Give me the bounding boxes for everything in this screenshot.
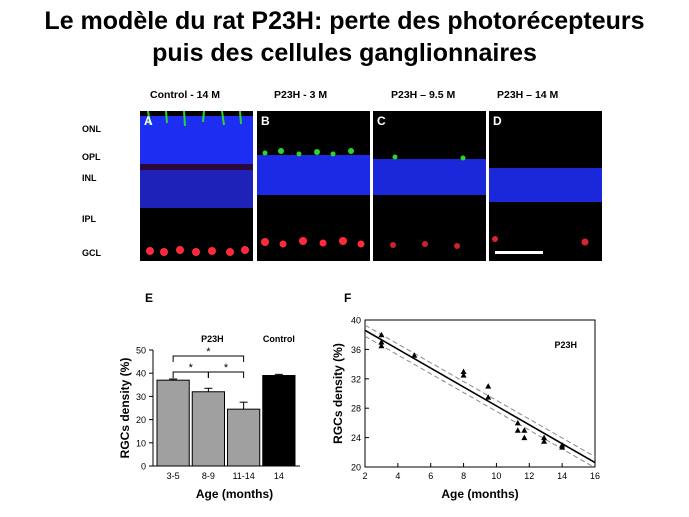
slide-title-line2: puis des cellules ganglionnaires bbox=[152, 39, 537, 67]
x-tick-label: 16 bbox=[590, 471, 600, 481]
data-point bbox=[514, 427, 521, 433]
layer-label-opl: OPL bbox=[82, 152, 101, 162]
layer-label-onl: ONL bbox=[82, 124, 101, 134]
significance-star: * bbox=[206, 346, 211, 358]
panel-letter-b: B bbox=[261, 114, 270, 128]
data-point bbox=[378, 331, 385, 338]
significance-bracket bbox=[207, 371, 245, 378]
retina-layer-labels: ONL OPL INL IPL GCL bbox=[82, 118, 132, 266]
micrograph-image-d bbox=[489, 168, 602, 254]
confidence-band-upper bbox=[364, 324, 596, 458]
y-tick-label: 40 bbox=[351, 316, 361, 326]
data-point bbox=[541, 434, 548, 441]
panel-letter-d: D bbox=[493, 114, 502, 128]
bar bbox=[191, 391, 225, 467]
figure-letter-e: E bbox=[145, 291, 154, 305]
x-axis-label: Age (months) bbox=[441, 487, 518, 501]
panel-letter-a: A bbox=[144, 114, 153, 128]
significance-bracket bbox=[172, 355, 245, 362]
data-point bbox=[521, 434, 528, 441]
group-label-control: Control bbox=[263, 334, 295, 344]
x-tick-label: 2 bbox=[362, 471, 367, 481]
y-tick-label: 40 bbox=[136, 369, 146, 379]
regression-line bbox=[364, 329, 596, 464]
x-tick-label: 14 bbox=[274, 471, 284, 481]
bar-chart-rgc-density: 0 10 20 30 40 50 3-5 8-9 11-14 14 P23H Control * * * Ag… bbox=[110, 300, 310, 510]
micrograph-image-b bbox=[257, 148, 370, 248]
data-point bbox=[541, 438, 548, 444]
series-annotation: P23H bbox=[554, 340, 577, 350]
y-tick-label: 20 bbox=[351, 463, 361, 473]
data-point bbox=[411, 352, 418, 358]
x-tick-label: 3-5 bbox=[167, 471, 180, 481]
figure-letter-f: F bbox=[344, 291, 352, 305]
panel-header-a: Control - 14 M bbox=[150, 89, 220, 101]
y-tick-label: 20 bbox=[136, 415, 146, 425]
x-tick-label: 11-14 bbox=[232, 471, 254, 481]
scale-bar bbox=[495, 251, 543, 254]
y-tick-label: 24 bbox=[351, 433, 361, 443]
micrograph-image-c bbox=[373, 154, 486, 249]
x-tick-label: 8-9 bbox=[202, 471, 215, 481]
panel-letter-c: C bbox=[377, 114, 386, 128]
y-axis-label: RGCs density (%) bbox=[331, 343, 345, 444]
micrograph-p23h-3m: B bbox=[257, 111, 370, 261]
layer-label-gcl: GCL bbox=[82, 248, 101, 258]
x-tick-label: 14 bbox=[557, 471, 567, 481]
layer-label-ipl: IPL bbox=[82, 214, 97, 224]
x-tick-label: 8 bbox=[461, 471, 466, 481]
y-tick-label: 10 bbox=[136, 438, 146, 448]
y-tick-label: 36 bbox=[351, 345, 361, 355]
y-tick-label: 32 bbox=[351, 374, 361, 384]
slide-title-line1: Le modèle du rat P23H: perte des photoré… bbox=[44, 7, 645, 35]
data-point bbox=[378, 339, 385, 345]
panel-header-b: P23H - 3 M bbox=[274, 89, 328, 101]
layer-label-inl: INL bbox=[82, 173, 97, 183]
micrograph-p23h-14m: D bbox=[489, 111, 602, 261]
x-tick-label: 6 bbox=[428, 471, 433, 481]
bar bbox=[262, 375, 296, 467]
bar-chart-svg: 0 10 20 30 40 50 3-5 8-9 11-14 14 P23H Control * * * Ag… bbox=[118, 334, 300, 501]
y-tick-label: 0 bbox=[141, 462, 146, 472]
data-point bbox=[485, 394, 492, 400]
micrograph-p23h-9-5m: C bbox=[373, 111, 486, 261]
group-label-p23h: P23H bbox=[201, 334, 224, 344]
micrograph-control-14m: A bbox=[140, 111, 253, 261]
plot-frame bbox=[364, 319, 596, 468]
y-tick-label: 50 bbox=[136, 346, 146, 356]
micrograph-image-a bbox=[140, 111, 253, 256]
data-point bbox=[521, 427, 528, 433]
significance-star: * bbox=[224, 362, 229, 374]
scatter-chart-rgc-density: 2 4 6 8 10 12 14 16 20 24 28 32 36 40 P23H Age (months)… bbox=[320, 305, 610, 510]
bar bbox=[227, 408, 261, 467]
y-tick-label: 28 bbox=[351, 404, 361, 414]
data-point bbox=[559, 444, 566, 450]
significance-star: * bbox=[189, 362, 194, 374]
data-point bbox=[485, 383, 492, 389]
x-axis-label: Age (months) bbox=[196, 487, 273, 501]
panel-header-d: P23H – 14 M bbox=[497, 89, 559, 101]
y-axis-label: RGCs density (%) bbox=[118, 358, 132, 459]
data-point bbox=[514, 419, 521, 426]
x-tick-label: 4 bbox=[395, 471, 400, 481]
data-point bbox=[378, 342, 385, 349]
bar bbox=[156, 379, 190, 467]
y-tick-label: 30 bbox=[136, 392, 146, 402]
panel-header-c: P23H – 9.5 M bbox=[391, 89, 456, 101]
x-tick-label: 12 bbox=[524, 471, 534, 481]
x-tick-label: 10 bbox=[491, 471, 501, 481]
data-point bbox=[460, 368, 467, 374]
confidence-band-lower bbox=[364, 335, 596, 469]
data-point bbox=[460, 372, 467, 378]
